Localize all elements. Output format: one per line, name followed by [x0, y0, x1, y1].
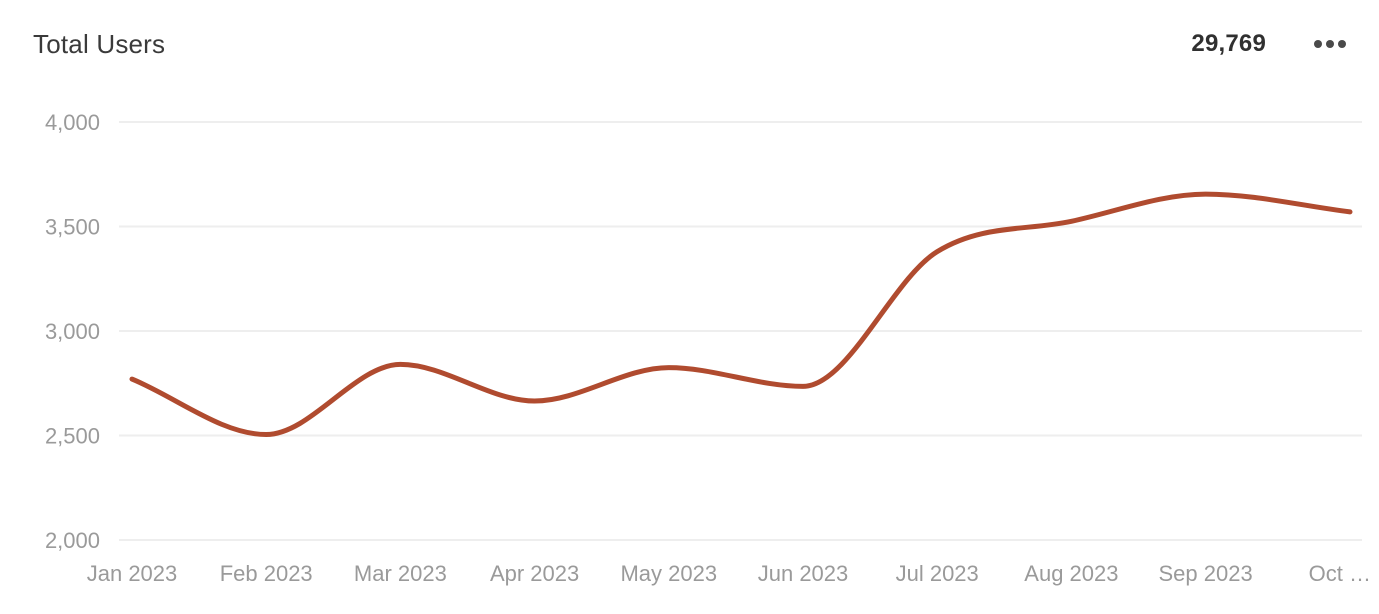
y-axis-tick-label: 2,000: [45, 528, 100, 553]
y-axis-tick-label: 4,000: [45, 110, 100, 135]
more-options-button[interactable]: [1312, 34, 1348, 54]
series-line-total-users[interactable]: [129, 191, 1353, 437]
x-axis-tick-label: Jul 2023: [896, 561, 979, 586]
card-header: Total Users 29,769: [0, 0, 1379, 88]
x-axis-tick-label: Sep 2023: [1158, 561, 1252, 586]
x-axis-tick-label: May 2023: [620, 561, 717, 586]
total-value: 29,769: [1191, 30, 1266, 57]
x-axis-tick-label: Apr 2023: [490, 561, 579, 586]
ellipsis-icon: [1314, 40, 1346, 48]
x-axis-tick-label: Feb 2023: [220, 561, 313, 586]
x-axis-tick-label: Jan 2023: [87, 561, 178, 586]
x-axis-tick-label: Aug 2023: [1024, 561, 1118, 586]
x-axis-tick-label: Oct …: [1309, 561, 1371, 586]
y-axis-tick-label: 3,500: [45, 215, 100, 240]
x-axis-tick-label: Jun 2023: [758, 561, 849, 586]
card-title: Total Users: [33, 28, 166, 59]
y-axis-tick-label: 2,500: [45, 424, 100, 449]
y-axis-tick-label: 3,000: [45, 319, 100, 344]
card-header-right: 29,769: [1191, 30, 1348, 58]
x-axis-tick-label: Mar 2023: [354, 561, 447, 586]
